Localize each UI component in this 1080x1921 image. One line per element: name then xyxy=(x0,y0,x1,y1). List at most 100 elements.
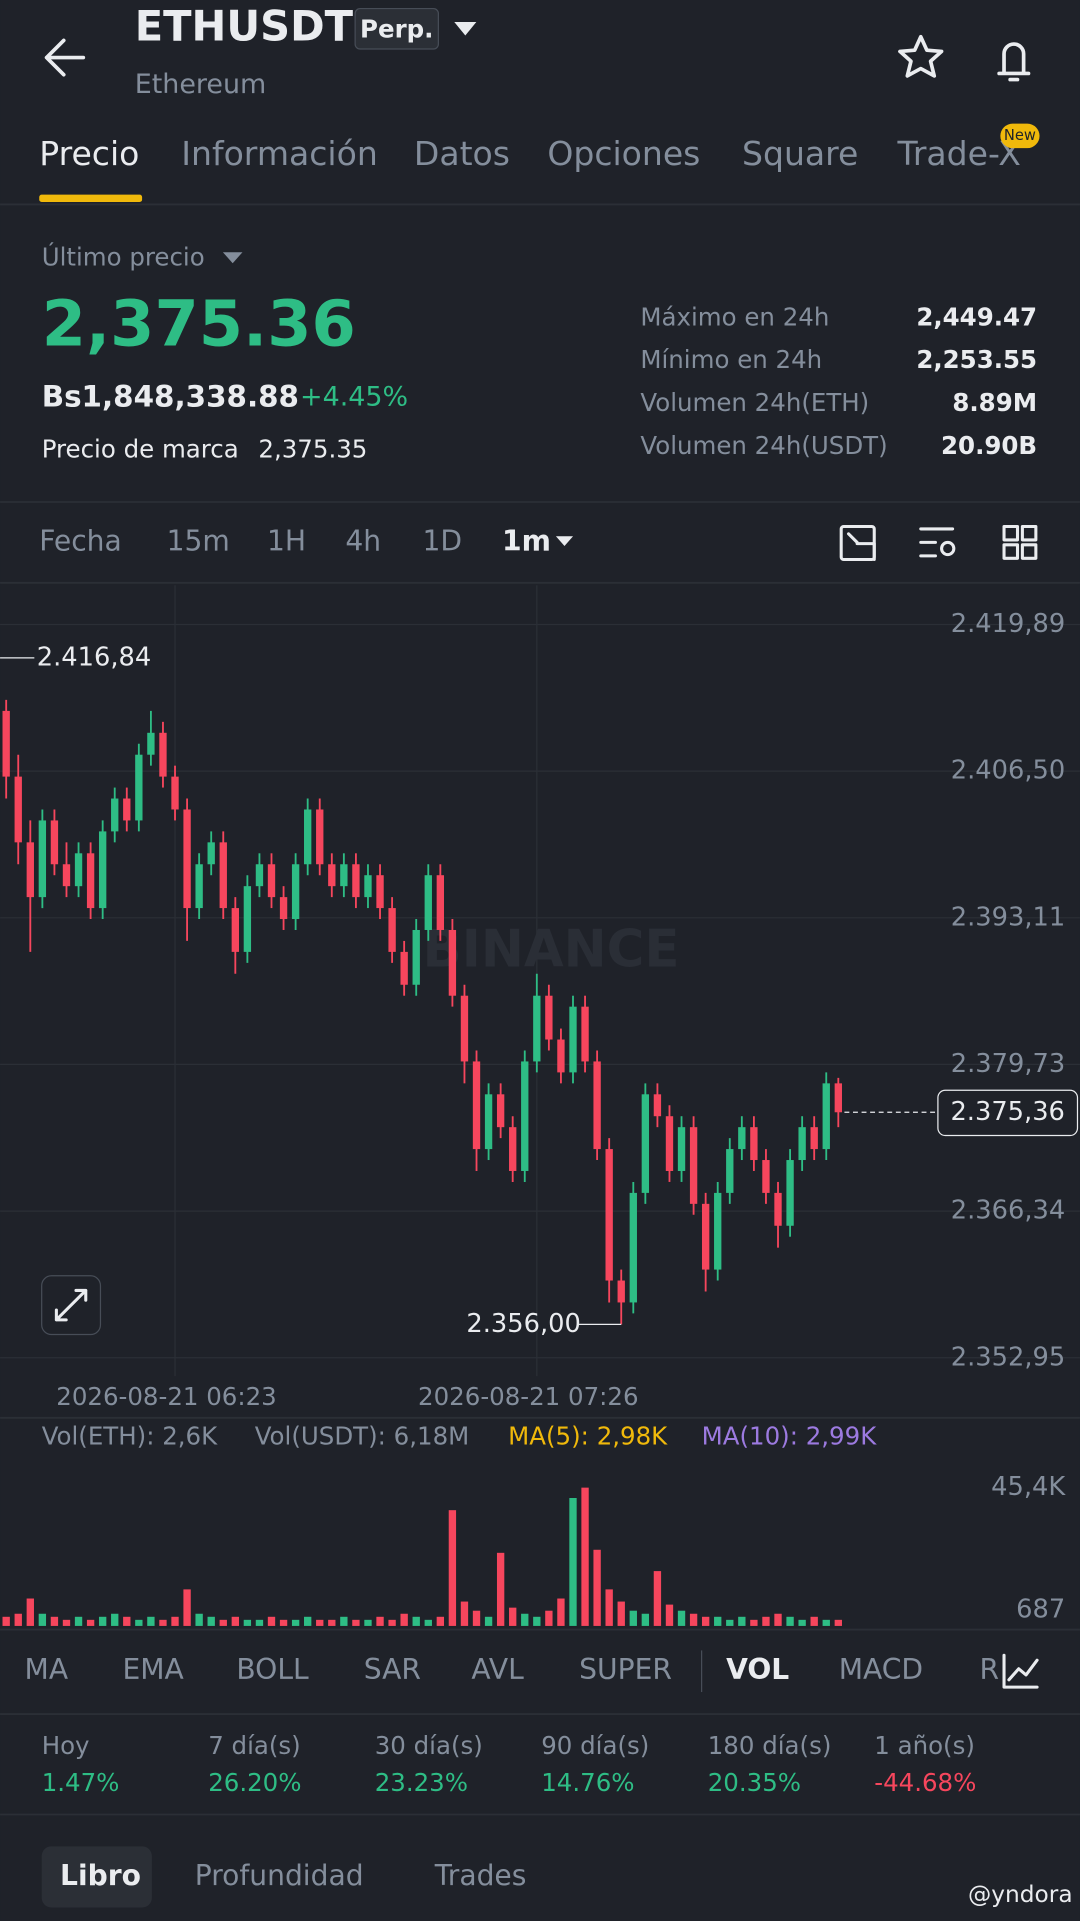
period-change: 1.47% xyxy=(42,1768,120,1797)
volume-bar xyxy=(484,1616,493,1626)
chart-tools[interactable] xyxy=(839,524,1038,562)
volume-bar xyxy=(822,1619,830,1626)
indicator[interactable]: MA xyxy=(25,1653,69,1686)
candle-body xyxy=(340,864,348,887)
stats: Máximo en 24h 2,449.47 Mínimo en 24h 2,253.… xyxy=(640,302,1037,460)
volume-bar xyxy=(376,1616,384,1626)
back-button[interactable] xyxy=(44,38,86,77)
indicator[interactable]: BOLL xyxy=(236,1653,309,1686)
period: 30 día(s) xyxy=(375,1731,483,1760)
tab[interactable]: Opciones xyxy=(547,134,700,173)
dropdown[interactable] xyxy=(555,536,574,547)
indicator[interactable]: VOL xyxy=(726,1653,789,1686)
candle-body xyxy=(135,754,143,821)
y-tick-label: 2.379,73 xyxy=(951,1049,1065,1079)
candle-body xyxy=(316,809,324,865)
indicator[interactable]: AVL xyxy=(471,1653,524,1686)
candle-body xyxy=(183,809,191,909)
candle-body xyxy=(605,1149,613,1281)
tab[interactable]: Trade-X xyxy=(897,134,1021,173)
volume-bar xyxy=(460,1601,469,1626)
candle-body xyxy=(424,875,432,930)
y-tick-label: 2.393,11 xyxy=(951,902,1065,932)
candle-body xyxy=(98,831,107,909)
alerts[interactable] xyxy=(997,42,1031,82)
new-badge-bg xyxy=(1000,123,1040,149)
tab[interactable]: Square xyxy=(742,134,858,173)
interval[interactable]: 1H xyxy=(267,524,306,557)
candle-body xyxy=(726,1149,734,1193)
volume-bar xyxy=(641,1613,650,1626)
tab[interactable]: Datos xyxy=(414,134,510,173)
bottom-tab[interactable]: Trades xyxy=(434,1859,527,1892)
dropdown[interactable] xyxy=(222,252,243,264)
volume-bar xyxy=(364,1619,372,1626)
indicator[interactable]: SAR xyxy=(364,1653,421,1686)
volume-bar xyxy=(316,1619,324,1626)
period: Hoy xyxy=(42,1731,90,1760)
volume-bar xyxy=(111,1613,119,1626)
indicator[interactable]: SUPER xyxy=(579,1653,672,1686)
candle-body xyxy=(86,853,95,909)
candle-body xyxy=(569,1006,577,1073)
change: +4.45% xyxy=(300,381,408,412)
candle-body xyxy=(219,842,227,909)
interval[interactable]: 1m xyxy=(502,524,551,557)
candle-body xyxy=(557,1039,565,1073)
volume-bar xyxy=(400,1613,408,1626)
volume-bar xyxy=(436,1616,445,1626)
volume-bar xyxy=(255,1619,264,1626)
candle-body xyxy=(665,1116,674,1171)
volume-bar xyxy=(243,1619,252,1626)
dropdown[interactable] xyxy=(454,22,477,36)
candle-body xyxy=(484,1094,493,1150)
candle-body xyxy=(581,1006,589,1062)
interval[interactable]: 1D xyxy=(422,524,462,557)
volume-bar xyxy=(388,1619,396,1626)
volume-bar xyxy=(291,1619,300,1626)
tab[interactable]: Precio xyxy=(39,134,139,173)
bottom-tab[interactable]: Profundidad xyxy=(195,1859,364,1892)
volume-bar xyxy=(629,1610,637,1626)
badge: Perp. xyxy=(360,15,433,44)
expand-box[interactable] xyxy=(41,1275,102,1336)
volume-bar xyxy=(798,1619,806,1626)
interval[interactable]: 15m xyxy=(167,524,230,557)
candle-body xyxy=(195,864,203,909)
candle-body xyxy=(267,864,276,898)
volume-bar xyxy=(219,1619,227,1626)
volume-bar xyxy=(738,1616,746,1626)
volume-bar xyxy=(2,1616,10,1626)
volume-legend: Vol(ETH): 2,6K Vol(USDT): 6,18M MA(5): 2,9… xyxy=(42,1421,878,1450)
last-price-label: 2.375,36 xyxy=(950,1097,1064,1127)
candle-body xyxy=(629,1192,637,1303)
volume-bar xyxy=(183,1589,191,1626)
bottom-tab[interactable]: Libro xyxy=(60,1859,141,1892)
stat-label: Volumen 24h(USDT) xyxy=(640,431,887,460)
expand-icon xyxy=(54,1288,88,1322)
indicator-settings[interactable] xyxy=(1002,1653,1039,1689)
volume-bar xyxy=(50,1616,59,1626)
indicators: MA EMA BOLL SAR AVL SUPER VOL MACD R xyxy=(25,1653,1000,1686)
tab[interactable]: Información xyxy=(181,134,378,173)
volume-bar xyxy=(689,1613,698,1626)
indicator[interactable]: EMA xyxy=(122,1653,184,1686)
candle-body xyxy=(714,1192,722,1270)
favorite[interactable] xyxy=(898,34,944,78)
volume-legend-item: Vol(USDT): 6,18M xyxy=(255,1421,470,1450)
candle-body xyxy=(689,1127,698,1204)
candle-body xyxy=(74,853,83,887)
volume-bar xyxy=(472,1610,481,1626)
interval[interactable]: 4h xyxy=(345,524,381,557)
volume-bar xyxy=(207,1616,215,1626)
volume-legend-item: MA(5): 2,98K xyxy=(508,1421,668,1450)
candle-body xyxy=(653,1094,662,1117)
volume-bar xyxy=(714,1616,722,1626)
interval[interactable]: Fecha xyxy=(39,524,122,557)
indicator[interactable]: R xyxy=(980,1653,1000,1686)
indicator[interactable]: MACD xyxy=(839,1653,923,1686)
volume-bar xyxy=(448,1510,457,1626)
candle-body xyxy=(593,1061,601,1150)
candle-body xyxy=(496,1094,505,1128)
